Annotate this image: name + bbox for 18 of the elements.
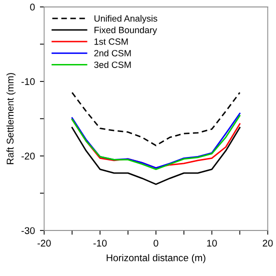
x-tick-label: -10 bbox=[93, 240, 107, 247]
x-tick-label: 0 bbox=[154, 240, 158, 247]
legend-label: Unified Analysis bbox=[94, 15, 158, 24]
legend-label: 2nd CSM bbox=[94, 50, 131, 56]
line-series bbox=[71, 92, 240, 146]
legend-label: Fixed Boundary bbox=[94, 26, 158, 36]
y-tick-label: -20 bbox=[22, 152, 35, 160]
legend-label: 1st CSM bbox=[94, 38, 128, 45]
legend-label: 3ed CSM bbox=[94, 61, 131, 68]
line-series bbox=[71, 126, 240, 185]
x-tick-label: 20 bbox=[262, 240, 273, 247]
x-tick-label: -20 bbox=[38, 240, 51, 247]
y-tick-label: 0 bbox=[30, 4, 35, 11]
x-tick-label: 10 bbox=[207, 240, 217, 247]
y-tick-label: -30 bbox=[22, 227, 35, 234]
y-axis-title: Raft Settlement (mm) bbox=[6, 73, 16, 164]
y-tick-label: -10 bbox=[22, 78, 35, 86]
x-axis-title: Horizontal distance (m) bbox=[106, 254, 206, 264]
